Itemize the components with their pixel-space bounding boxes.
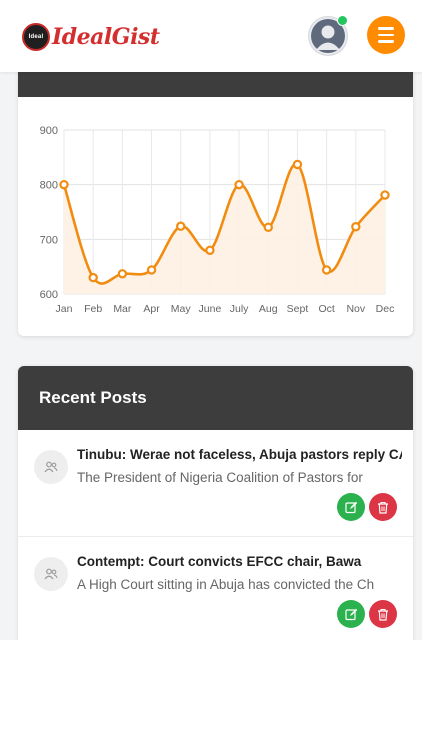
recent-posts-heading: Recent Posts bbox=[18, 366, 413, 430]
logo-badge: Ideal bbox=[22, 23, 50, 51]
menu-bar-1 bbox=[378, 27, 394, 30]
data-point bbox=[380, 190, 390, 200]
page-viewport: Ideal IdealGist 600 700 800 900 Jan Feb Mar Apr… bbox=[0, 0, 422, 640]
users-icon bbox=[34, 450, 68, 484]
x-tick-label: May bbox=[171, 303, 192, 315]
data-point bbox=[176, 221, 186, 231]
users-icon bbox=[34, 557, 68, 591]
x-tick-label: June bbox=[199, 303, 222, 315]
y-tick-label: 800 bbox=[40, 180, 58, 192]
trash-icon bbox=[378, 501, 388, 514]
data-point bbox=[88, 272, 98, 283]
x-tick-label: Jan bbox=[56, 303, 73, 315]
chart-card: 600 700 800 900 Jan Feb Mar Apr May June July Aug Se… bbox=[18, 64, 413, 336]
delete-post-button[interactable] bbox=[369, 600, 397, 628]
data-point bbox=[234, 179, 244, 190]
y-tick-label: 900 bbox=[40, 125, 58, 137]
x-tick-label: Apr bbox=[143, 303, 160, 315]
post-item[interactable]: Contempt: Court convicts EFCC chair, Baw… bbox=[18, 537, 413, 640]
post-excerpt: A High Court sitting in Abuja has convic… bbox=[77, 577, 375, 592]
line-chart: 600 700 800 900 Jan Feb Mar Apr May June July Aug Se… bbox=[40, 125, 395, 315]
x-tick-label: Oct bbox=[318, 303, 334, 315]
top-bar: Ideal IdealGist bbox=[0, 0, 422, 72]
hamburger-menu-button[interactable] bbox=[367, 16, 405, 54]
x-tick-label: Nov bbox=[346, 303, 365, 315]
edit-post-button[interactable] bbox=[337, 600, 365, 628]
data-point bbox=[351, 222, 361, 232]
data-point bbox=[117, 269, 128, 279]
online-status-dot bbox=[337, 15, 348, 26]
menu-bar-3 bbox=[378, 40, 394, 43]
delete-post-button[interactable] bbox=[369, 493, 397, 521]
post-item[interactable]: Tinubu: Werae not faceless, Abuja pastor… bbox=[18, 430, 413, 537]
post-title[interactable]: Contempt: Court convicts EFCC chair, Baw… bbox=[77, 554, 362, 569]
series-area bbox=[64, 163, 385, 294]
edit-post-button[interactable] bbox=[337, 493, 365, 521]
data-point bbox=[205, 245, 215, 255]
x-tick-label: July bbox=[230, 303, 249, 315]
data-point bbox=[59, 179, 69, 190]
x-tick-label: Dec bbox=[376, 303, 395, 315]
y-tick-label: 700 bbox=[40, 234, 58, 246]
data-point bbox=[321, 265, 332, 275]
x-tick-label: Aug bbox=[259, 303, 278, 315]
edit-icon bbox=[344, 501, 357, 513]
data-point bbox=[146, 265, 157, 275]
logo-text: IdealGist bbox=[52, 24, 160, 50]
menu-bar-2 bbox=[378, 33, 394, 37]
data-point bbox=[292, 159, 303, 170]
trash-icon bbox=[378, 608, 388, 621]
recent-posts-card: Recent Posts Tinubu: Werae not faceless,… bbox=[18, 366, 413, 640]
post-excerpt: The President of Nigeria Coalition of Pa… bbox=[77, 470, 363, 485]
data-point bbox=[263, 222, 273, 233]
y-tick-label: 600 bbox=[40, 289, 58, 301]
site-logo[interactable]: Ideal IdealGist bbox=[22, 20, 160, 54]
x-tick-label: Sept bbox=[287, 303, 309, 315]
x-tick-label: Feb bbox=[84, 303, 102, 315]
x-tick-label: Mar bbox=[113, 303, 132, 315]
post-title[interactable]: Tinubu: Werae not faceless, Abuja pastor… bbox=[77, 447, 402, 462]
edit-icon bbox=[344, 608, 357, 620]
